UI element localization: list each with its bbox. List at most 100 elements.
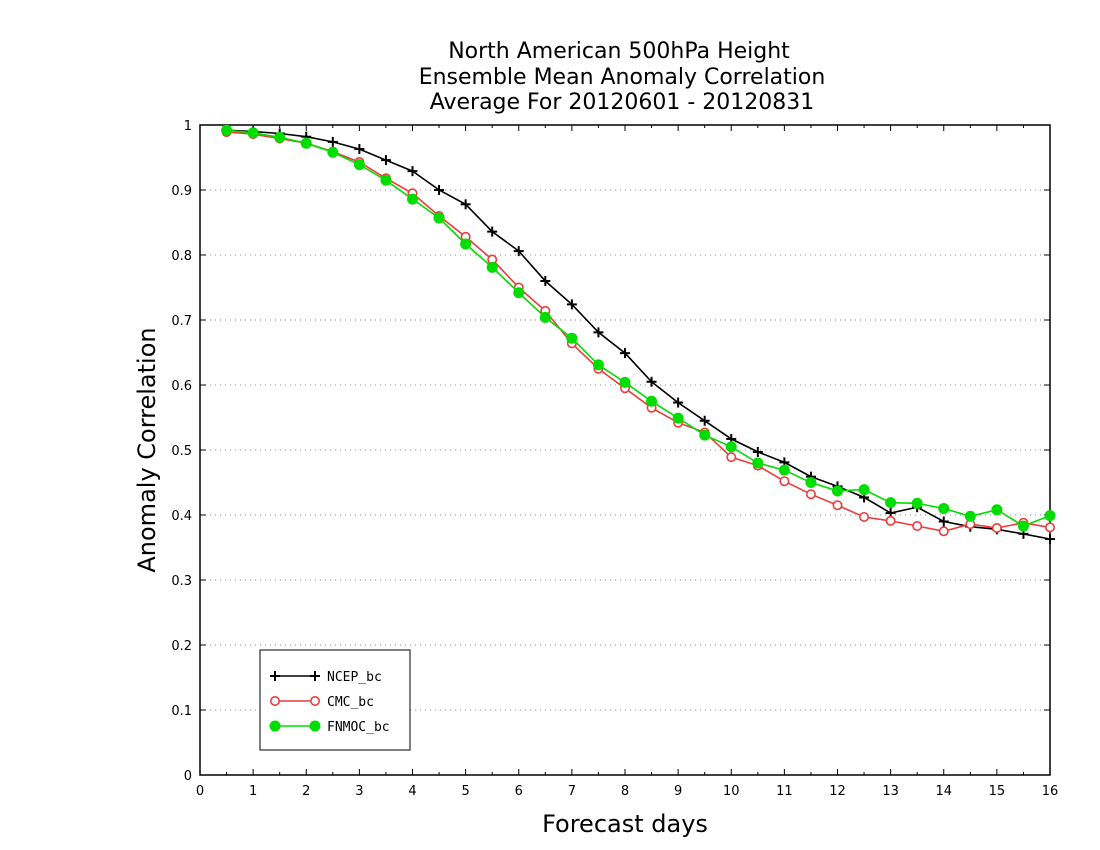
legend: NCEP_bc CMC_bc FNMOC_bc	[259, 649, 411, 751]
data-point	[380, 174, 392, 186]
data-point	[991, 522, 1002, 533]
data-point	[1045, 522, 1056, 533]
data-point	[673, 397, 684, 408]
data-point	[566, 299, 577, 310]
x-axis-ticks: 0 1 2 3 4 5 6 7 8 9 10 11 12 13 14 15 16	[196, 125, 1058, 799]
data-point	[300, 137, 312, 149]
data-point	[938, 503, 950, 514]
data-point	[221, 124, 233, 136]
data-point	[539, 311, 551, 323]
legend-marker	[309, 695, 320, 706]
data-point	[991, 504, 1003, 516]
data-point	[460, 199, 471, 210]
x-tick-label: 9	[674, 784, 682, 799]
x-tick-label: 3	[355, 784, 363, 799]
y-tick-label: 0.6	[171, 379, 192, 394]
data-point	[274, 131, 286, 143]
legend-marker	[309, 720, 321, 732]
legend-box	[259, 649, 411, 751]
data-point	[752, 457, 764, 469]
x-tick-label: 11	[776, 784, 793, 799]
y-tick-label: 0.9	[171, 184, 192, 199]
data-point	[407, 193, 418, 205]
legend-item: CMC_bc	[269, 695, 374, 710]
y-tick-label: 0.1	[171, 704, 192, 719]
data-point	[699, 429, 711, 441]
data-point	[911, 497, 923, 509]
x-tick-label: 7	[568, 784, 576, 799]
data-point	[566, 332, 578, 344]
legend-marker	[270, 671, 280, 681]
data-point	[407, 166, 418, 177]
data-point	[593, 327, 604, 338]
data-point	[858, 484, 870, 496]
data-point	[513, 287, 525, 299]
data-point	[699, 415, 710, 426]
data-point	[433, 212, 445, 224]
series-layer	[221, 124, 1056, 545]
data-point	[619, 376, 631, 388]
x-tick-label: 10	[723, 784, 740, 799]
x-tick-label: 16	[1042, 784, 1059, 799]
x-tick-label: 14	[935, 784, 952, 799]
data-point	[327, 146, 339, 158]
series-FNMOC_bc	[221, 124, 1056, 532]
data-point	[247, 127, 259, 139]
title-line-3: Average For 20120601 - 20120831	[430, 90, 815, 115]
data-point	[353, 159, 365, 171]
gridlines	[200, 189, 1050, 711]
legend-label: FNMOC_bc	[327, 720, 390, 735]
legend-label: NCEP_bc	[327, 670, 382, 685]
series-NCEP_bc	[221, 125, 1055, 545]
legend-item: FNMOC_bc	[269, 720, 390, 735]
data-point	[513, 246, 524, 257]
data-point	[1045, 534, 1055, 545]
data-point	[380, 155, 391, 166]
x-axis-title: Forecast days	[542, 810, 708, 838]
data-point	[725, 441, 737, 453]
data-point	[832, 485, 843, 497]
data-point	[486, 261, 498, 273]
data-point	[752, 446, 763, 457]
y-tick-label: 0.4	[171, 509, 192, 524]
x-tick-label: 0	[196, 784, 204, 799]
x-tick-label: 1	[249, 784, 257, 799]
data-point	[778, 464, 790, 476]
y-tick-label: 0.3	[171, 574, 192, 589]
data-point	[938, 516, 949, 527]
data-point	[620, 348, 630, 359]
legend-label: CMC_bc	[327, 695, 374, 710]
data-point	[592, 359, 604, 371]
x-tick-label: 13	[882, 784, 899, 799]
data-point	[1017, 520, 1029, 532]
y-tick-label: 0.2	[171, 639, 192, 654]
data-point	[859, 511, 870, 522]
title-line-2: Ensemble Mean Anomaly Correlation	[419, 65, 826, 90]
data-point	[805, 477, 817, 488]
chart-title: North American 500hPa Height Ensemble Me…	[419, 39, 826, 115]
x-tick-label: 12	[829, 784, 846, 799]
data-point	[938, 526, 949, 537]
data-point	[832, 500, 843, 511]
data-point	[460, 238, 472, 250]
x-tick-label: 4	[408, 784, 416, 799]
series-line	[226, 129, 1051, 540]
x-tick-label: 15	[989, 784, 1006, 799]
data-point	[646, 376, 657, 387]
y-axis-ticks: 0 0.1 0.2 0.3 0.4 0.5 0.6 0.7 0.8 0.9 1	[171, 119, 1050, 784]
data-point	[540, 276, 551, 286]
y-tick-label: 1	[184, 119, 192, 134]
y-axis-title: Anomaly Correlation	[133, 327, 161, 572]
legend-marker	[269, 695, 280, 706]
x-tick-label: 8	[621, 784, 629, 799]
series-line	[226, 131, 1051, 533]
y-tick-label: 0	[184, 769, 192, 784]
y-tick-label: 0.8	[171, 249, 192, 264]
series-CMC_bc	[221, 127, 1056, 537]
data-point	[964, 510, 976, 522]
data-point	[487, 226, 498, 237]
data-point	[672, 412, 684, 424]
x-tick-label: 5	[461, 784, 469, 799]
y-tick-label: 0.5	[171, 444, 192, 459]
